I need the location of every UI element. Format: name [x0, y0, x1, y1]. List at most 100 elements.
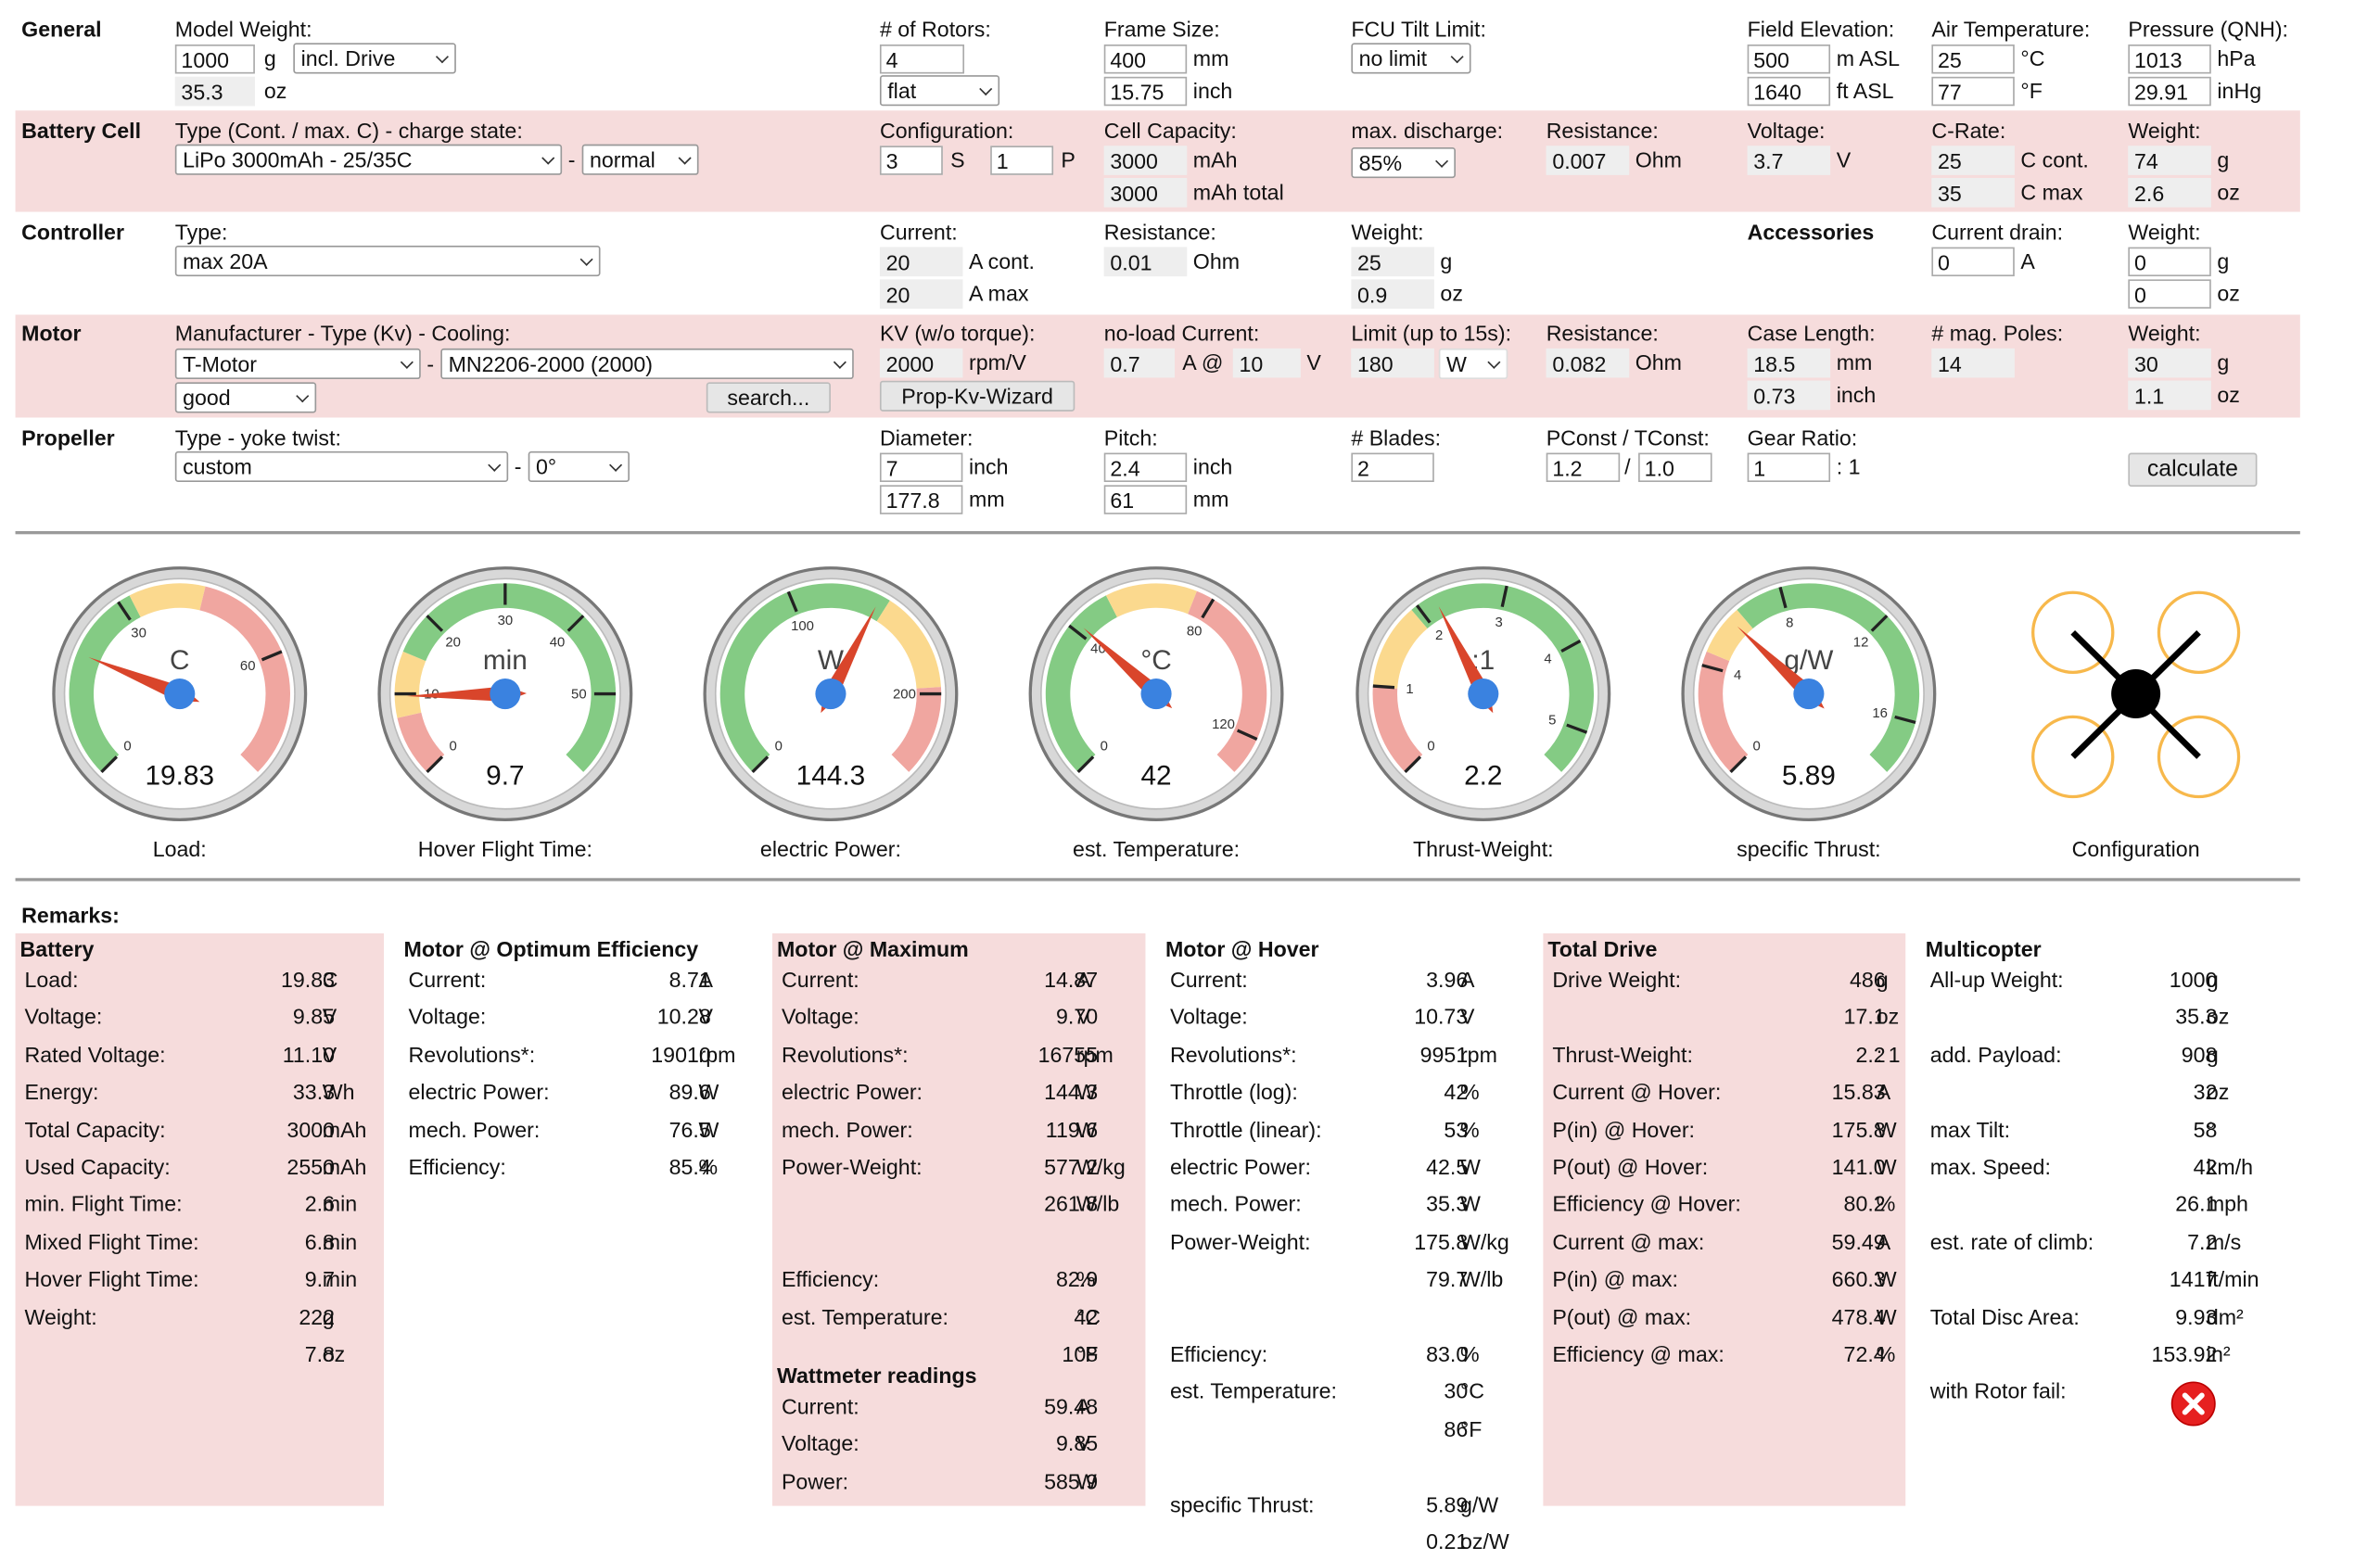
bat-weight-label: Weight: — [2128, 118, 2201, 144]
twist-select[interactable]: 0° — [528, 450, 630, 483]
case-inch: 0.73 — [1747, 380, 1831, 411]
dia-inch-input[interactable]: 7 — [879, 452, 963, 483]
esc-cur-max: 20 — [879, 279, 963, 309]
row-unit: g — [2206, 1042, 2219, 1067]
row-value: 19.83 — [280, 967, 336, 992]
row-label: Current: — [1169, 967, 1248, 992]
row-label: Thrust-Weight: — [1552, 1042, 1693, 1067]
elev-m-input[interactable]: 500 — [1747, 44, 1831, 74]
elev-ft-input[interactable]: 1640 — [1747, 76, 1831, 107]
unit-inch: inch — [1192, 78, 1233, 103]
motor-model-select[interactable]: MN2206-2000 (2000) — [440, 348, 854, 380]
motor-res-label: Resistance: — [1546, 321, 1659, 346]
acc-drain-input[interactable]: 0 — [1931, 247, 2015, 277]
row-value: 32 — [2193, 1079, 2218, 1105]
row-unit: g/W — [1459, 1491, 1499, 1516]
noload-voltage: 10 — [1232, 348, 1301, 378]
row-unit: dm² — [2206, 1304, 2244, 1329]
row-value: 261.8 — [1044, 1191, 1099, 1217]
row-label: Load: — [24, 967, 79, 992]
multi-row: All-up Weight: 1000 g — [1921, 967, 2289, 997]
watt-row: Voltage: 9.85 V — [772, 1431, 1145, 1462]
cells-p-input[interactable]: 1 — [990, 146, 1054, 175]
gauge-value: 2.2 — [1464, 760, 1502, 791]
temp-f-input[interactable]: 77 — [1931, 76, 2015, 107]
esc-type-select[interactable]: max 20A — [174, 245, 601, 277]
dia-mm-input[interactable]: 177.8 — [879, 485, 963, 514]
weight-mode-select[interactable]: incl. Drive — [293, 43, 456, 74]
hover-row: 86 °F — [1161, 1416, 1526, 1447]
rotor-layout-select[interactable]: flat — [879, 75, 1000, 107]
cooling-select[interactable]: good — [174, 382, 317, 413]
unit-amax: A max — [968, 281, 1029, 306]
gauge-label: Load: — [152, 836, 207, 862]
frame-mm-input[interactable]: 400 — [1103, 44, 1188, 74]
case-mm: 18.5 — [1747, 348, 1831, 378]
battery-row: Weight: 222 g — [16, 1304, 384, 1335]
row-value: 89.6 — [668, 1079, 711, 1105]
row-unit: V — [1075, 1004, 1091, 1030]
discharge-select[interactable]: 85% — [1351, 146, 1456, 179]
battery-type-select[interactable]: LiPo 3000mAh - 25/35C — [174, 144, 563, 175]
row-value: 42 — [1074, 1304, 1099, 1329]
row-label: Voltage: — [1169, 1004, 1248, 1030]
gauge-value: 5.89 — [1782, 760, 1836, 791]
row-unit: g — [322, 1304, 335, 1329]
cells-s-input[interactable]: 3 — [879, 146, 943, 175]
row-label: electric Power: — [408, 1079, 550, 1105]
limit-unit-select[interactable]: W — [1438, 348, 1508, 380]
row-value: 8.71 — [668, 967, 711, 992]
gauge-label: est. Temperature: — [1073, 836, 1241, 862]
battery-row: Total Capacity: 3000 mAh — [16, 1117, 384, 1148]
row-unit: oz — [2206, 1004, 2230, 1030]
row-label: est. Temperature: — [781, 1304, 948, 1329]
blades-input[interactable]: 2 — [1351, 452, 1434, 483]
row-unit: % — [1876, 1191, 1896, 1217]
tilt-select[interactable]: no limit — [1351, 43, 1471, 74]
press-hpa-input[interactable]: 1013 — [2128, 44, 2211, 74]
c-max: 35 — [1931, 178, 2015, 208]
press-inhg-input[interactable]: 29.91 — [2128, 76, 2211, 107]
esc-weight-label: Weight: — [1351, 219, 1424, 245]
motor-mfr-select[interactable]: T-Motor — [174, 348, 421, 380]
tconst-input[interactable]: 1.0 — [1638, 452, 1712, 483]
gauge-unit: min — [483, 645, 528, 676]
acc-weight-g-input[interactable]: 0 — [2128, 247, 2211, 277]
gauge-tick-label: 120 — [1212, 717, 1235, 732]
frame-inch-input[interactable]: 15.75 — [1103, 76, 1188, 107]
charge-state-select[interactable]: normal — [581, 144, 699, 175]
battery-row: 7.8 oz — [16, 1341, 384, 1372]
row-label: Efficiency @ max: — [1552, 1341, 1725, 1366]
pitch-label: Pitch: — [1103, 425, 1158, 450]
multi-row: max. Speed: 42 km/h — [1921, 1154, 2289, 1185]
gear-label: Gear Ratio: — [1747, 425, 1858, 450]
kv-label: KV (w/o torque): — [879, 321, 1036, 346]
gear-input[interactable]: 1 — [1747, 452, 1831, 483]
rotors-input[interactable]: 4 — [879, 44, 965, 74]
row-unit: % — [1459, 1079, 1480, 1105]
temp-c-input[interactable]: 25 — [1931, 44, 2015, 74]
row-label: Efficiency: — [408, 1154, 506, 1179]
divider-remarks — [15, 878, 2300, 881]
remarks-opt: Motor @ Optimum Efficiency Current: 8.71 A V… — [400, 933, 753, 1506]
max-row: Revolutions*: 16755 rpm — [772, 1042, 1145, 1072]
pitch-mm-input[interactable]: 61 — [1103, 485, 1188, 514]
c-cont: 25 — [1931, 146, 2015, 175]
prop-kv-wizard-button[interactable]: Prop-Kv-Wizard — [879, 380, 1075, 412]
row-unit: W — [1876, 1266, 1897, 1292]
opt-row: electric Power: 89.6 W — [400, 1080, 753, 1110]
pconst-input[interactable]: 1.2 — [1546, 452, 1621, 483]
row-label: Efficiency: — [781, 1266, 880, 1292]
motor-search-button[interactable]: search... — [706, 382, 831, 413]
model-weight-g-input[interactable]: 1000 — [174, 44, 255, 74]
gauge-label: Hover Flight Time: — [417, 836, 592, 862]
pitch-inch-input[interactable]: 2.4 — [1103, 452, 1188, 483]
prop-type-select[interactable]: custom — [174, 450, 509, 483]
gauge-tick-label: 0 — [775, 740, 783, 755]
gauge-tick-label: 4 — [1544, 652, 1551, 666]
acc-weight-oz-input[interactable]: 0 — [2128, 279, 2211, 309]
calculate-button[interactable]: calculate — [2128, 452, 2258, 487]
noload-label: no-load Current: — [1103, 321, 1260, 346]
row-value: 35.3 — [1426, 1191, 1469, 1217]
gauge-0: 0 30 60 C 19.83 — [52, 566, 308, 822]
